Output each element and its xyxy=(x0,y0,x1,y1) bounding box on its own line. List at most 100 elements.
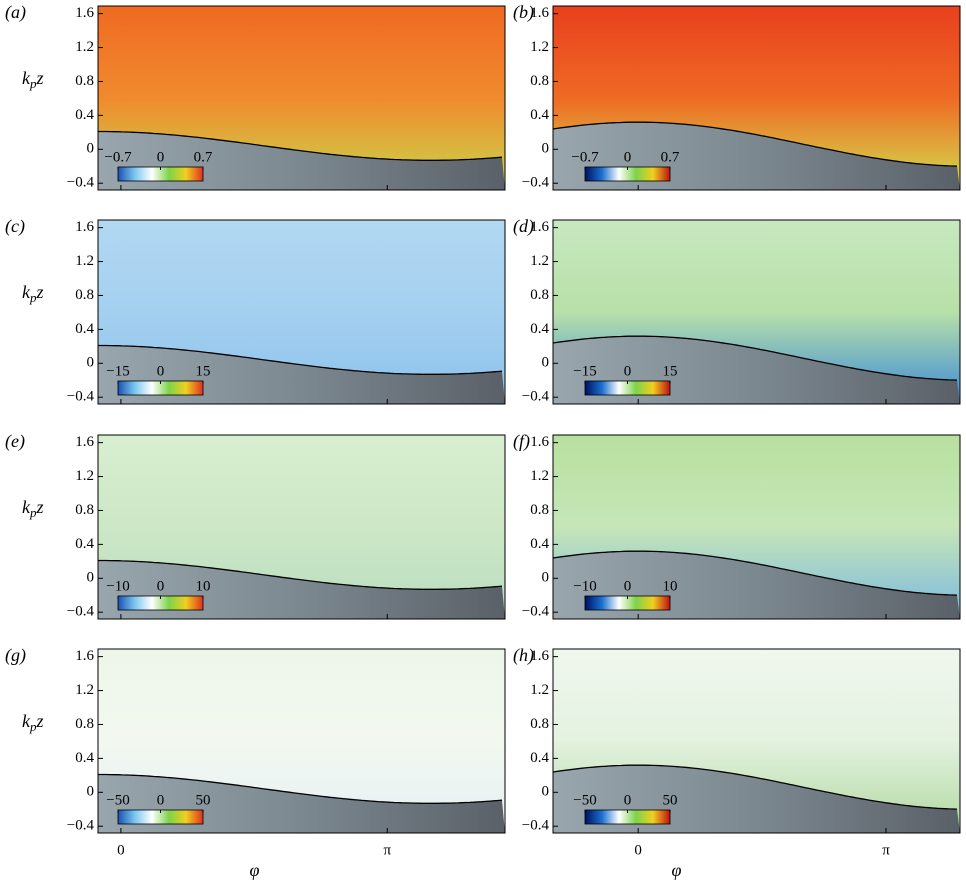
surface-line xyxy=(552,335,958,381)
colorbar-tick-label: 0 xyxy=(157,792,165,808)
y-tick-label: −0.4 xyxy=(522,604,550,620)
y-tick-label: 0.4 xyxy=(75,536,94,552)
panel-label: (f) xyxy=(513,431,530,452)
x-tick-label: π xyxy=(383,842,391,858)
x-tick-label: 0 xyxy=(634,842,642,858)
y-tick-label: 0.4 xyxy=(530,750,549,766)
colorbar-tick-label: 0 xyxy=(624,149,632,165)
surface-line xyxy=(552,121,958,167)
y-tick-label: 1.2 xyxy=(75,468,94,484)
y-label-part: z xyxy=(36,711,44,731)
y-tick-label: 0.8 xyxy=(530,502,549,518)
colorbar-tick-label: 50 xyxy=(663,792,678,808)
y-tick-label: 1.2 xyxy=(530,468,549,484)
x-axis-label: φ xyxy=(672,860,682,880)
y-tick-label: 1.6 xyxy=(75,219,94,235)
colorbar-tick-label: 10 xyxy=(196,578,211,594)
y-axis-label: kpz xyxy=(22,711,44,734)
colorbar-tick-label: 15 xyxy=(663,363,678,379)
frame xyxy=(97,648,506,834)
y-tick-label: 1.6 xyxy=(530,5,549,21)
y-tick-label: 0 xyxy=(87,570,95,586)
y-label-part: k xyxy=(22,282,31,302)
x-axis-label: φ xyxy=(250,860,260,880)
colorbar-tick-label: −50 xyxy=(106,792,129,808)
y-label-part: k xyxy=(22,497,31,517)
panel-label: (b) xyxy=(513,2,534,23)
y-tick-label: 1.6 xyxy=(75,434,94,450)
y-label-part: k xyxy=(22,711,31,731)
colorbar-tick-label: −10 xyxy=(106,578,129,594)
surface-line xyxy=(552,764,958,810)
frame xyxy=(97,5,506,191)
y-tick-label: 1.6 xyxy=(530,434,549,450)
y-label-part: z xyxy=(36,497,44,517)
colorbar-tick-label: 0 xyxy=(157,363,165,379)
frame xyxy=(552,219,961,405)
panel-label: (a) xyxy=(5,2,26,23)
y-label-part: k xyxy=(22,68,31,88)
panel-label: (c) xyxy=(5,216,25,237)
y-tick-label: −0.4 xyxy=(522,818,550,834)
colorbar-tick-label: 0.7 xyxy=(194,149,213,165)
y-tick-label: 0 xyxy=(87,355,95,371)
y-tick-label: 0 xyxy=(542,355,550,371)
y-tick-label: 0 xyxy=(542,570,550,586)
y-tick-label: −0.4 xyxy=(67,389,95,405)
colorbar-tick-label: −0.7 xyxy=(104,149,132,165)
y-tick-label: 0 xyxy=(87,784,95,800)
colorbar-tick-label: 0 xyxy=(624,578,632,594)
y-label-part: z xyxy=(36,282,44,302)
surface-line xyxy=(552,550,958,596)
y-label-part: p xyxy=(29,290,37,305)
colorbar-tick-label: 50 xyxy=(196,792,211,808)
surface-line xyxy=(98,130,503,161)
y-tick-label: −0.4 xyxy=(67,175,95,191)
y-label-part: p xyxy=(29,76,37,91)
y-tick-label: 0.4 xyxy=(75,321,94,337)
frame xyxy=(552,5,961,191)
y-tick-label: −0.4 xyxy=(522,175,550,191)
y-tick-label: 0.8 xyxy=(530,716,549,732)
y-tick-label: −0.4 xyxy=(522,389,550,405)
y-tick-label: 1.2 xyxy=(530,253,549,269)
colorbar-tick-label: −50 xyxy=(573,792,596,808)
colorbar-tick-label: −10 xyxy=(573,578,596,594)
y-tick-label: −0.4 xyxy=(67,604,95,620)
colorbar-tick-label: −15 xyxy=(573,363,596,379)
surface-line xyxy=(98,559,503,590)
y-tick-label: 1.2 xyxy=(75,39,94,55)
colorbar-tick-label: 10 xyxy=(663,578,678,594)
frame xyxy=(97,219,506,405)
y-tick-label: −0.4 xyxy=(67,818,95,834)
y-tick-label: 0.4 xyxy=(530,321,549,337)
y-tick-label: 0.8 xyxy=(530,73,549,89)
colorbar-tick-label: 0 xyxy=(624,792,632,808)
y-tick-label: 0.8 xyxy=(75,73,94,89)
colorbar-tick-label: 0.7 xyxy=(661,149,680,165)
x-tick-label: 0 xyxy=(117,842,125,858)
y-tick-label: 0.8 xyxy=(75,502,94,518)
colorbar-tick-label: 15 xyxy=(196,363,211,379)
y-tick-label: 0.4 xyxy=(530,536,549,552)
y-tick-label: 1.6 xyxy=(530,648,549,664)
y-tick-label: 1.2 xyxy=(75,682,94,698)
y-label-part: z xyxy=(36,68,44,88)
y-tick-label: 0.4 xyxy=(530,107,549,123)
x-tick-label: π xyxy=(882,842,890,858)
y-axis-label: kpz xyxy=(22,68,44,91)
y-tick-label: 0.8 xyxy=(75,287,94,303)
y-tick-label: 0 xyxy=(542,784,550,800)
frame xyxy=(552,648,961,834)
colorbar-tick-label: 0 xyxy=(157,578,165,594)
y-tick-label: 0 xyxy=(87,141,95,157)
panel-label: (e) xyxy=(5,431,25,452)
surface-line xyxy=(98,344,503,375)
y-tick-label: 1.2 xyxy=(75,253,94,269)
y-tick-label: 0.4 xyxy=(75,750,94,766)
y-tick-label: 0.8 xyxy=(530,287,549,303)
y-label-part: p xyxy=(29,719,37,734)
frame xyxy=(552,434,961,620)
y-tick-label: 0.8 xyxy=(75,716,94,732)
